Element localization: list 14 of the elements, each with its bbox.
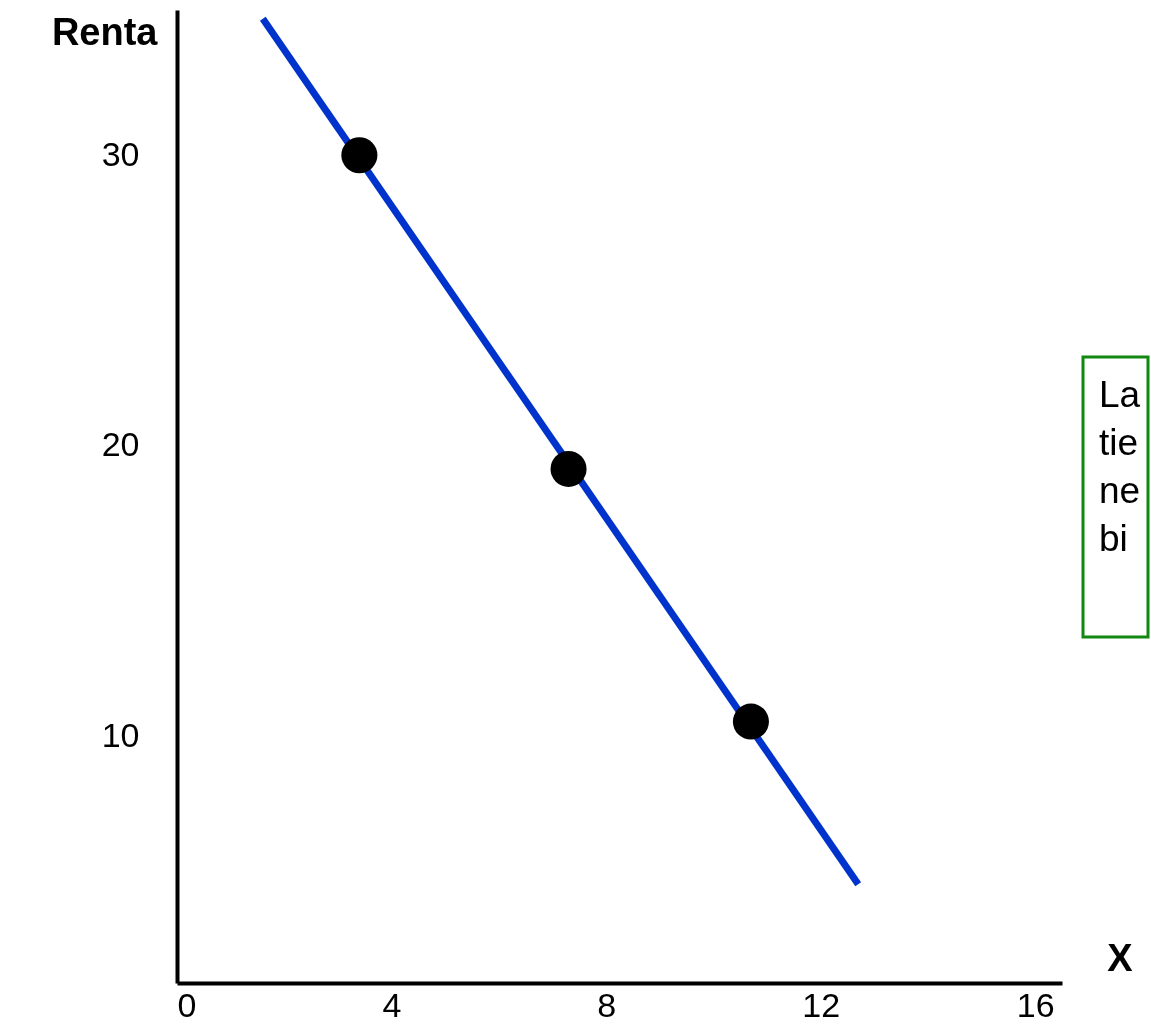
x-tick-label: 12 xyxy=(802,985,841,1024)
y-tick-label: 20 xyxy=(101,425,140,464)
y-axis-title: Renta xyxy=(51,10,159,53)
text: La tie ne bi xyxy=(1099,374,1141,559)
x-axis-title: X xyxy=(1107,936,1134,979)
x-tick-label: 0 xyxy=(177,985,197,1024)
x-tick-label: 16 xyxy=(1016,985,1055,1024)
point xyxy=(732,703,769,740)
x-tick-label: 4 xyxy=(382,985,402,1024)
y-tick-label: 10 xyxy=(101,715,140,754)
y-tick-label: 30 xyxy=(101,134,140,173)
point xyxy=(550,450,587,487)
x-tick-label: 8 xyxy=(597,985,617,1024)
point xyxy=(341,137,378,174)
